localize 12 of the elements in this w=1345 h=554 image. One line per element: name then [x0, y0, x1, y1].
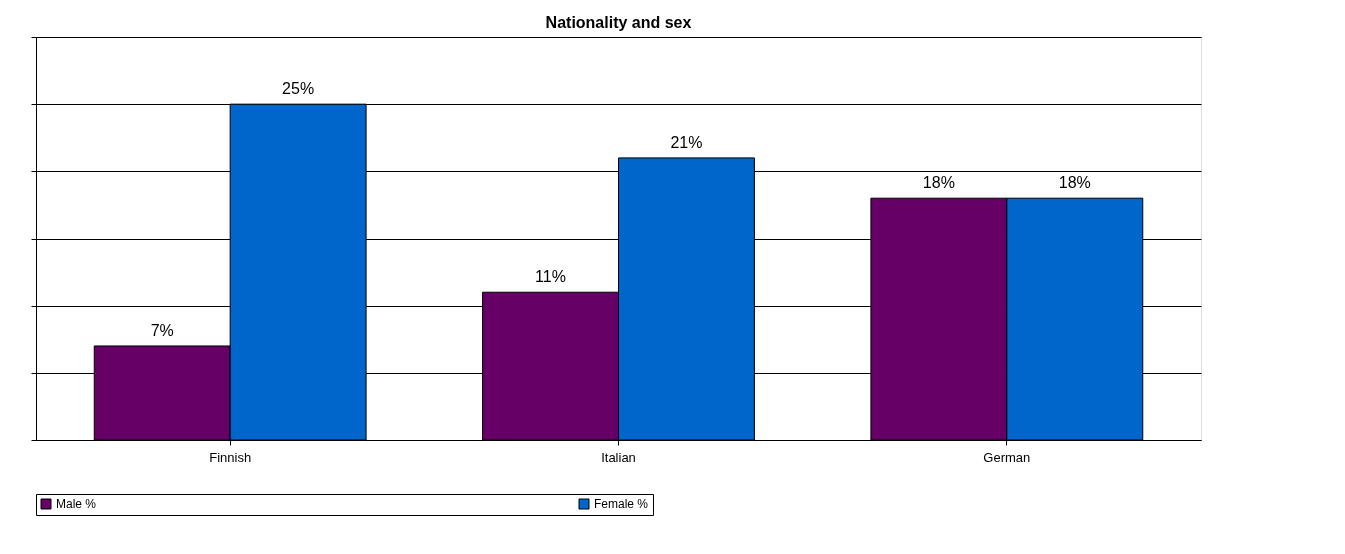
- legend-label: Male %: [56, 497, 97, 511]
- data-label: 11%: [535, 268, 566, 286]
- data-label: 18%: [1058, 174, 1091, 192]
- x-tick-label: Finnish: [209, 449, 252, 465]
- chart-title: Nationality and sex: [545, 13, 692, 31]
- x-tick-label: Italian: [601, 449, 636, 465]
- x-tick-label: German: [983, 449, 1031, 465]
- data-label: 18%: [922, 174, 955, 192]
- legend-label: Female %: [594, 497, 649, 511]
- data-label: 25%: [282, 80, 315, 98]
- data-label: 21%: [670, 133, 703, 151]
- data-label: 7%: [150, 321, 174, 339]
